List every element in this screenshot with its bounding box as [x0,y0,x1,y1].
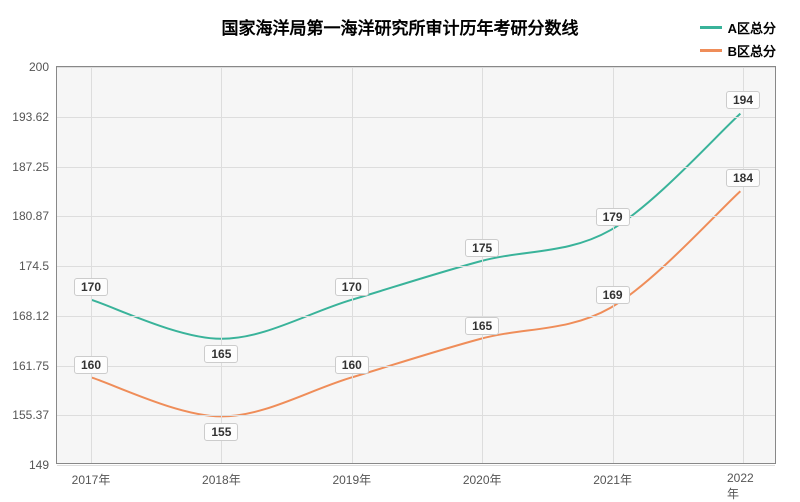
y-tick-label: 168.12 [12,309,57,323]
legend-swatch [700,49,722,52]
data-label: 179 [596,208,630,226]
data-label: 165 [465,317,499,335]
chart-container: 国家海洋局第一海洋研究所审计历年考研分数线 A区总分B区总分 149155.37… [0,0,800,500]
grid-line [221,67,222,463]
plot-area: 149155.37161.75168.12174.5180.87187.2519… [56,66,776,464]
data-label: 160 [335,356,369,374]
y-tick-label: 161.75 [12,359,57,373]
y-tick-label: 187.25 [12,160,57,174]
x-tick-label: 2017年 [72,463,111,488]
y-tick-label: 174.5 [19,259,57,273]
data-label: 160 [74,356,108,374]
data-label: 165 [204,345,238,363]
data-label: 184 [726,169,760,187]
data-label: 194 [726,91,760,109]
y-tick-label: 193.62 [12,110,57,124]
grid-line [57,316,775,317]
grid-line [482,67,483,463]
y-tick-label: 155.37 [12,408,57,422]
y-tick-label: 180.87 [12,209,57,223]
grid-line [57,266,775,267]
legend-label: B区总分 [728,41,776,60]
series-svg [57,67,775,463]
x-tick-label: 2019年 [332,463,371,488]
y-tick-label: 149 [29,458,57,472]
grid-line [91,67,92,463]
data-label: 155 [204,423,238,441]
legend-item: A区总分 [700,18,776,37]
series-line [92,114,741,339]
data-label: 169 [596,286,630,304]
x-tick-label: 2022年 [727,463,759,502]
grid-line [57,167,775,168]
data-label: 170 [74,278,108,296]
grid-line [57,415,775,416]
grid-line [743,67,744,463]
grid-line [613,67,614,463]
grid-line [57,67,775,68]
y-tick-label: 200 [29,60,57,74]
legend-swatch [700,26,722,29]
data-label: 175 [465,239,499,257]
grid-line [57,117,775,118]
data-label: 170 [335,278,369,296]
grid-line [352,67,353,463]
legend-item: B区总分 [700,41,776,60]
series-line [92,191,741,416]
grid-line [57,216,775,217]
grid-line [57,366,775,367]
x-tick-label: 2021年 [593,463,632,488]
chart-title: 国家海洋局第一海洋研究所审计历年考研分数线 [222,14,579,39]
x-tick-label: 2018年 [202,463,241,488]
legend-label: A区总分 [728,18,776,37]
grid-line [57,465,775,466]
legend: A区总分 B区总分 [700,18,776,64]
x-tick-label: 2020年 [463,463,502,488]
